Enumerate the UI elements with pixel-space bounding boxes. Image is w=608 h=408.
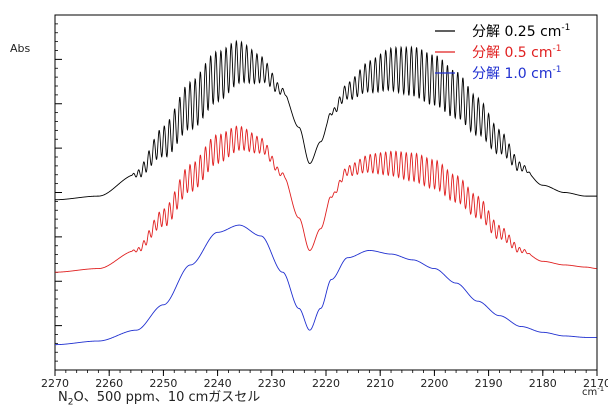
x-tick-label: 2190 xyxy=(475,377,503,390)
x-tick-label: 2230 xyxy=(258,377,286,390)
x-tick-label: 2270 xyxy=(41,377,69,390)
caption-prefix: N xyxy=(58,390,68,405)
series-line xyxy=(55,224,597,346)
x-tick-label: 2260 xyxy=(95,377,123,390)
x-tick-label: 2200 xyxy=(420,377,448,390)
x-tick-label: 2170 xyxy=(583,377,608,390)
x-tick-label: 2210 xyxy=(366,377,394,390)
x-tick-label: 2240 xyxy=(204,377,232,390)
caption-suffix: O、500 ppm、10 cmガスセル xyxy=(73,390,261,405)
series-line xyxy=(55,125,597,273)
series-layer xyxy=(55,39,597,346)
y-axis-ticks xyxy=(55,14,62,371)
x-axis-unit: cm-1 xyxy=(582,385,604,398)
x-axis-ticks: 2270 2260 2250 2240 2230 2220 2210 2200 2190 2180… xyxy=(41,370,608,390)
caption-subscript: 2 xyxy=(67,397,74,408)
x-tick-label: 2220 xyxy=(312,377,340,390)
y-axis-label: Abs xyxy=(10,42,31,55)
x-tick-label: 2250 xyxy=(149,377,177,390)
series-line xyxy=(55,39,597,201)
legend: 分解 0.25 cm-1 分解 0.5 cm-1 分解 1.0 cm-1 xyxy=(435,23,570,82)
x-tick-label: 2180 xyxy=(529,377,557,390)
legend-label: 分解 0.5 cm-1 xyxy=(472,44,561,61)
figure-caption: N2O、500 ppm、10 cmガスセル xyxy=(58,386,260,408)
legend-label: 分解 0.25 cm-1 xyxy=(472,23,570,40)
legend-label: 分解 1.0 cm-1 xyxy=(472,65,561,82)
